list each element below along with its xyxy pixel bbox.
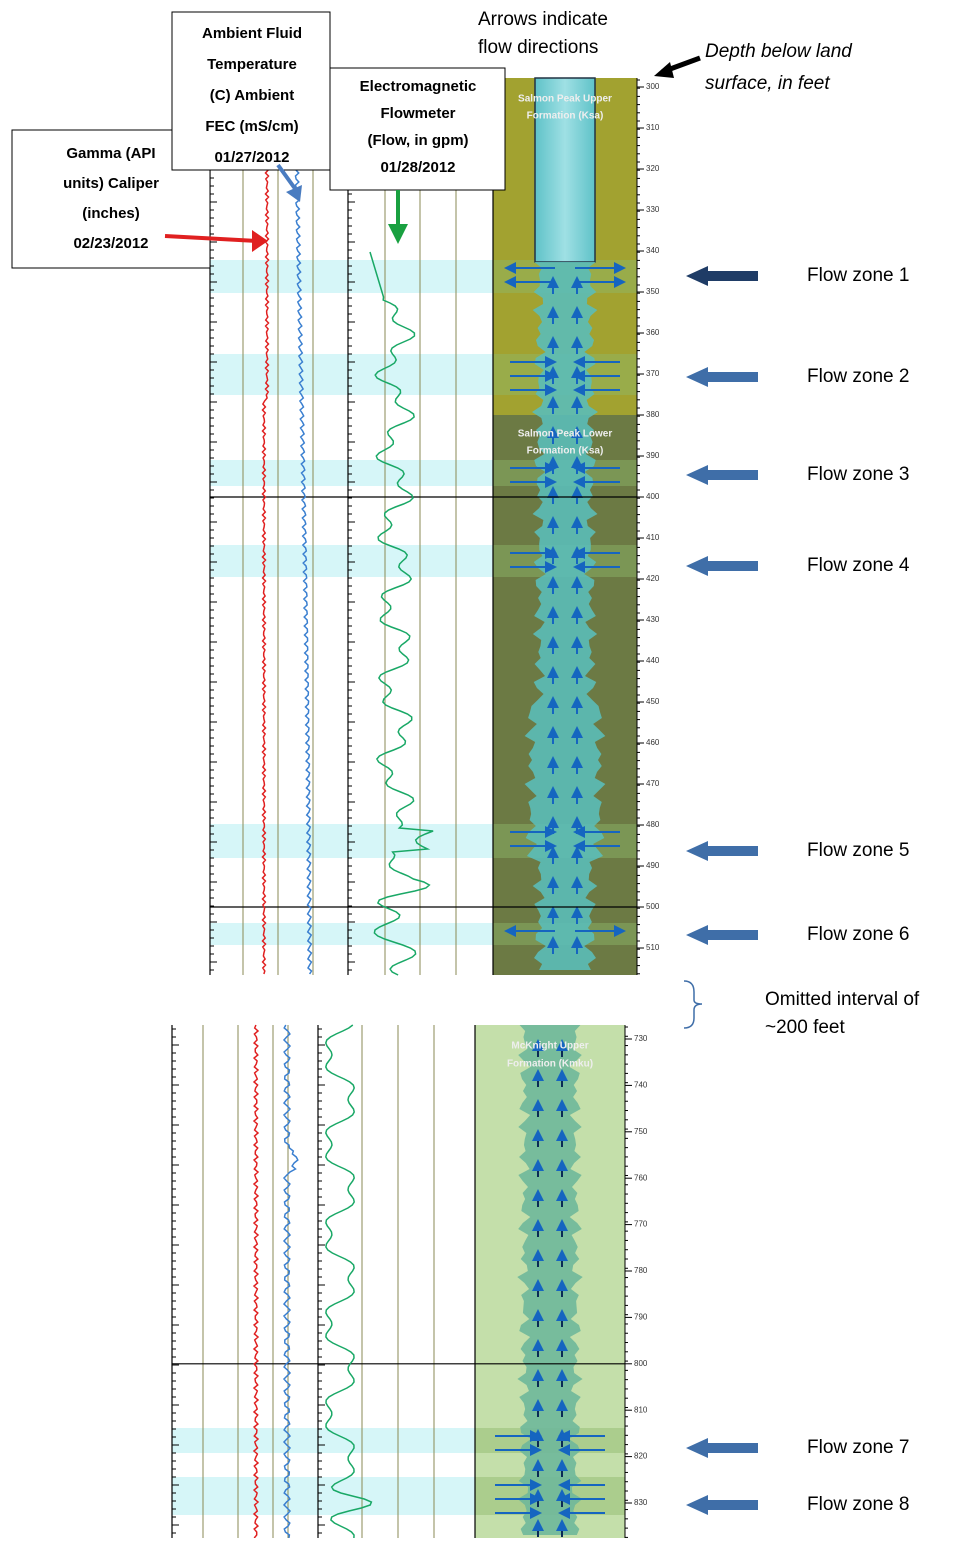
fec-curve — [284, 1025, 298, 1538]
depth-tick-label: 380 — [646, 410, 660, 419]
depth-tick-label: 790 — [634, 1313, 648, 1322]
flow-zone-band — [210, 354, 493, 395]
label-line: FEC (mS/cm) — [205, 118, 298, 135]
pointer-head — [654, 62, 674, 78]
depth-tick-label: 450 — [646, 697, 660, 706]
log-figure: 300 310 320 330 340 350 360 370 380 390 400 410 420 4… — [0, 0, 966, 1538]
depth-tick-label: 340 — [646, 246, 660, 255]
depth-tick-label: 820 — [634, 1452, 648, 1461]
label-line: Formation (Ksa) — [527, 111, 604, 122]
depth-tick-label: 430 — [646, 615, 660, 624]
depth-tick-label: 320 — [646, 164, 660, 173]
label-line: 01/28/2012 — [380, 159, 455, 176]
flow-zone-band — [210, 824, 493, 858]
label-line: (inches) — [82, 205, 140, 222]
label-line: Salmon Peak Upper — [518, 94, 612, 105]
depth-tick-label: 370 — [646, 369, 660, 378]
zone-arrow — [686, 266, 758, 286]
depth-tick-label: 780 — [634, 1266, 648, 1275]
label-line: Depth below land — [705, 41, 853, 62]
label-line: surface, in feet — [705, 73, 830, 94]
label-line: (Flow, in gpm) — [367, 132, 468, 149]
flow-zone-label: Flow zone 1 — [807, 265, 909, 286]
depth-tick-label: 490 — [646, 861, 660, 870]
depth-tick-label: 810 — [634, 1405, 648, 1414]
borehole-casing — [535, 78, 595, 262]
label-line: Flowmeter — [380, 105, 455, 122]
depth-tick-label: 350 — [646, 287, 660, 296]
flow-zone-label: Flow zone 3 — [807, 464, 909, 485]
depth-tick-label: 500 — [646, 902, 660, 911]
label-line: units) Caliper — [63, 175, 159, 192]
depth-tick-label: 310 — [646, 123, 660, 132]
depth-tick-label: 510 — [646, 943, 660, 952]
flow-zone-label: Flow zone 6 — [807, 924, 909, 945]
label-line: Arrows indicate — [478, 9, 608, 30]
zone-arrow — [686, 1495, 758, 1515]
flow-zone-band — [172, 1477, 475, 1515]
zone-arrow — [686, 556, 758, 576]
depth-tick-label: 750 — [634, 1127, 648, 1136]
label-line: ~200 feet — [765, 1017, 845, 1038]
label-line: Salmon Peak Lower — [518, 429, 613, 440]
label-line: Omitted interval of — [765, 989, 920, 1010]
borehole — [517, 1025, 582, 1535]
depth-tick-label: 300 — [646, 82, 660, 91]
depth-tick-label: 460 — [646, 738, 660, 747]
depth-tick-label: 770 — [634, 1220, 648, 1229]
depth-tick-label: 410 — [646, 533, 660, 542]
pointer-head — [388, 224, 408, 244]
label-line: Gamma (API — [66, 145, 155, 162]
label-line: Formation (Kmku) — [507, 1059, 593, 1070]
zone-arrow — [686, 841, 758, 861]
label-line: Electromagnetic — [360, 78, 477, 95]
depth-tick-label: 440 — [646, 656, 660, 665]
zone-arrow — [686, 925, 758, 945]
flow-zone-label: Flow zone 5 — [807, 840, 909, 861]
pointer-head — [252, 230, 268, 252]
depth-tick-label: 760 — [634, 1173, 648, 1182]
label-line: Formation (Ksa) — [527, 446, 604, 457]
flow-zone-band — [172, 1428, 475, 1453]
depth-tick-label: 740 — [634, 1081, 648, 1090]
depth-tick-label: 730 — [634, 1034, 648, 1043]
omitted-brace — [684, 981, 702, 1028]
label-line: 02/23/2012 — [73, 235, 148, 252]
flow-zone-label: Flow zone 7 — [807, 1437, 909, 1458]
depth-tick-label: 830 — [634, 1498, 648, 1507]
depth-tick-label: 480 — [646, 820, 660, 829]
zone-arrow — [686, 1438, 758, 1458]
depth-tick-label: 390 — [646, 451, 660, 460]
label-line: McKnight Upper — [511, 1041, 588, 1052]
gamma-curve — [254, 1025, 258, 1538]
flow-zone-label: Flow zone 8 — [807, 1494, 909, 1515]
depth-tick-label: 330 — [646, 205, 660, 214]
label-line: Ambient Fluid — [202, 25, 302, 42]
depth-tick-label: 470 — [646, 779, 660, 788]
label-line: (C) Ambient — [210, 87, 294, 104]
depth-tick-label: 400 — [646, 492, 660, 501]
flow-zone-band — [210, 260, 493, 293]
depth-tick-label: 360 — [646, 328, 660, 337]
zone-arrow — [686, 367, 758, 387]
depth-tick-label: 420 — [646, 574, 660, 583]
flow-zone-band — [210, 545, 493, 577]
flow-zone-label: Flow zone 2 — [807, 366, 909, 387]
flowmeter-curve — [326, 1025, 372, 1538]
zone-arrow — [686, 465, 758, 485]
flow-zone-band — [210, 923, 493, 945]
flow-zone-label: Flow zone 4 — [807, 555, 910, 576]
depth-tick-label: 800 — [634, 1359, 648, 1368]
label-line: flow directions — [478, 37, 598, 58]
label-line: Temperature — [207, 56, 297, 73]
label-line: 01/27/2012 — [214, 149, 289, 166]
